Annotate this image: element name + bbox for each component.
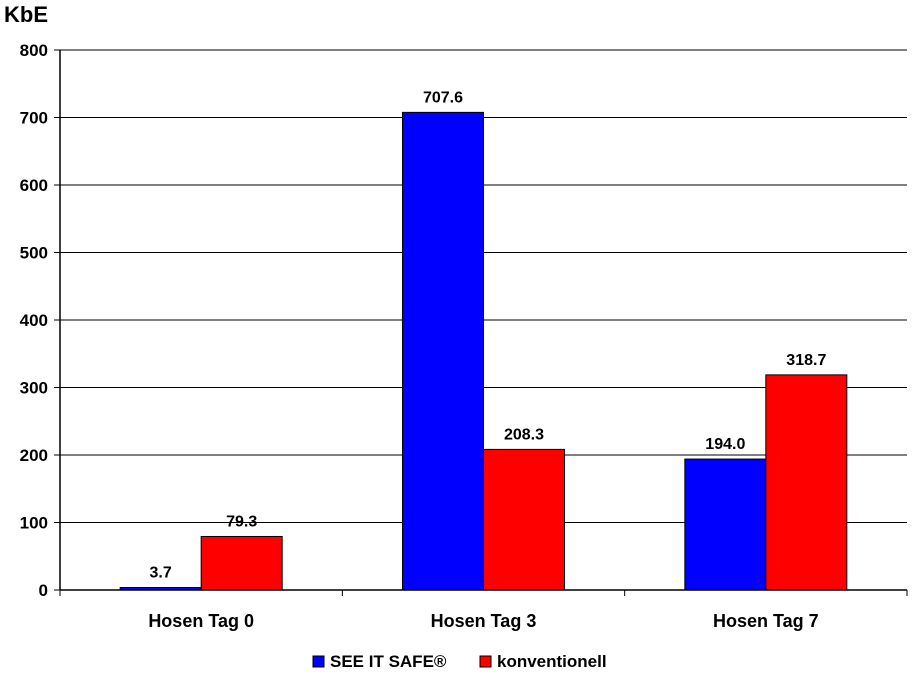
data-label: 3.7 xyxy=(150,565,172,582)
y-tick-label: 400 xyxy=(20,311,48,330)
bar xyxy=(402,111,484,591)
bar xyxy=(483,448,565,591)
legend-swatch xyxy=(312,655,325,668)
data-label: 208.3 xyxy=(504,426,544,443)
legend: SEE IT SAFE® konventionell xyxy=(312,652,607,671)
legend-label: SEE IT SAFE® xyxy=(330,652,447,671)
x-category-label: Hosen Tag 3 xyxy=(431,611,537,631)
data-label: 194.0 xyxy=(705,436,745,453)
legend-label: konventionell xyxy=(497,652,607,671)
y-tick-label: 200 xyxy=(20,446,48,465)
y-tick-label: 0 xyxy=(39,581,48,600)
axes: 0 100 200 300 400 500 600 700 800 Hosen Tag 0 Hose… xyxy=(20,41,908,631)
y-tick-label: 700 xyxy=(20,109,48,128)
bar xyxy=(684,458,767,591)
data-labels: 3.7 707.6 194.0 79.3 208.3 318.7 xyxy=(150,89,827,581)
bar xyxy=(200,535,283,591)
y-tick-label: 300 xyxy=(20,379,48,398)
data-label: 318.7 xyxy=(786,352,826,369)
x-category-label: Hosen Tag 7 xyxy=(713,611,819,631)
y-tick-label: 800 xyxy=(20,41,48,60)
y-axis-title: KbE xyxy=(4,2,48,27)
y-tick-label: 100 xyxy=(20,514,48,533)
data-label: 707.6 xyxy=(423,89,463,106)
data-label: 79.3 xyxy=(226,513,257,530)
bars xyxy=(119,111,848,591)
y-tick-label: 500 xyxy=(20,244,48,263)
legend-swatch xyxy=(479,655,492,668)
y-tick-label: 600 xyxy=(20,176,48,195)
bar xyxy=(765,374,848,591)
x-category-label: Hosen Tag 0 xyxy=(148,611,254,631)
